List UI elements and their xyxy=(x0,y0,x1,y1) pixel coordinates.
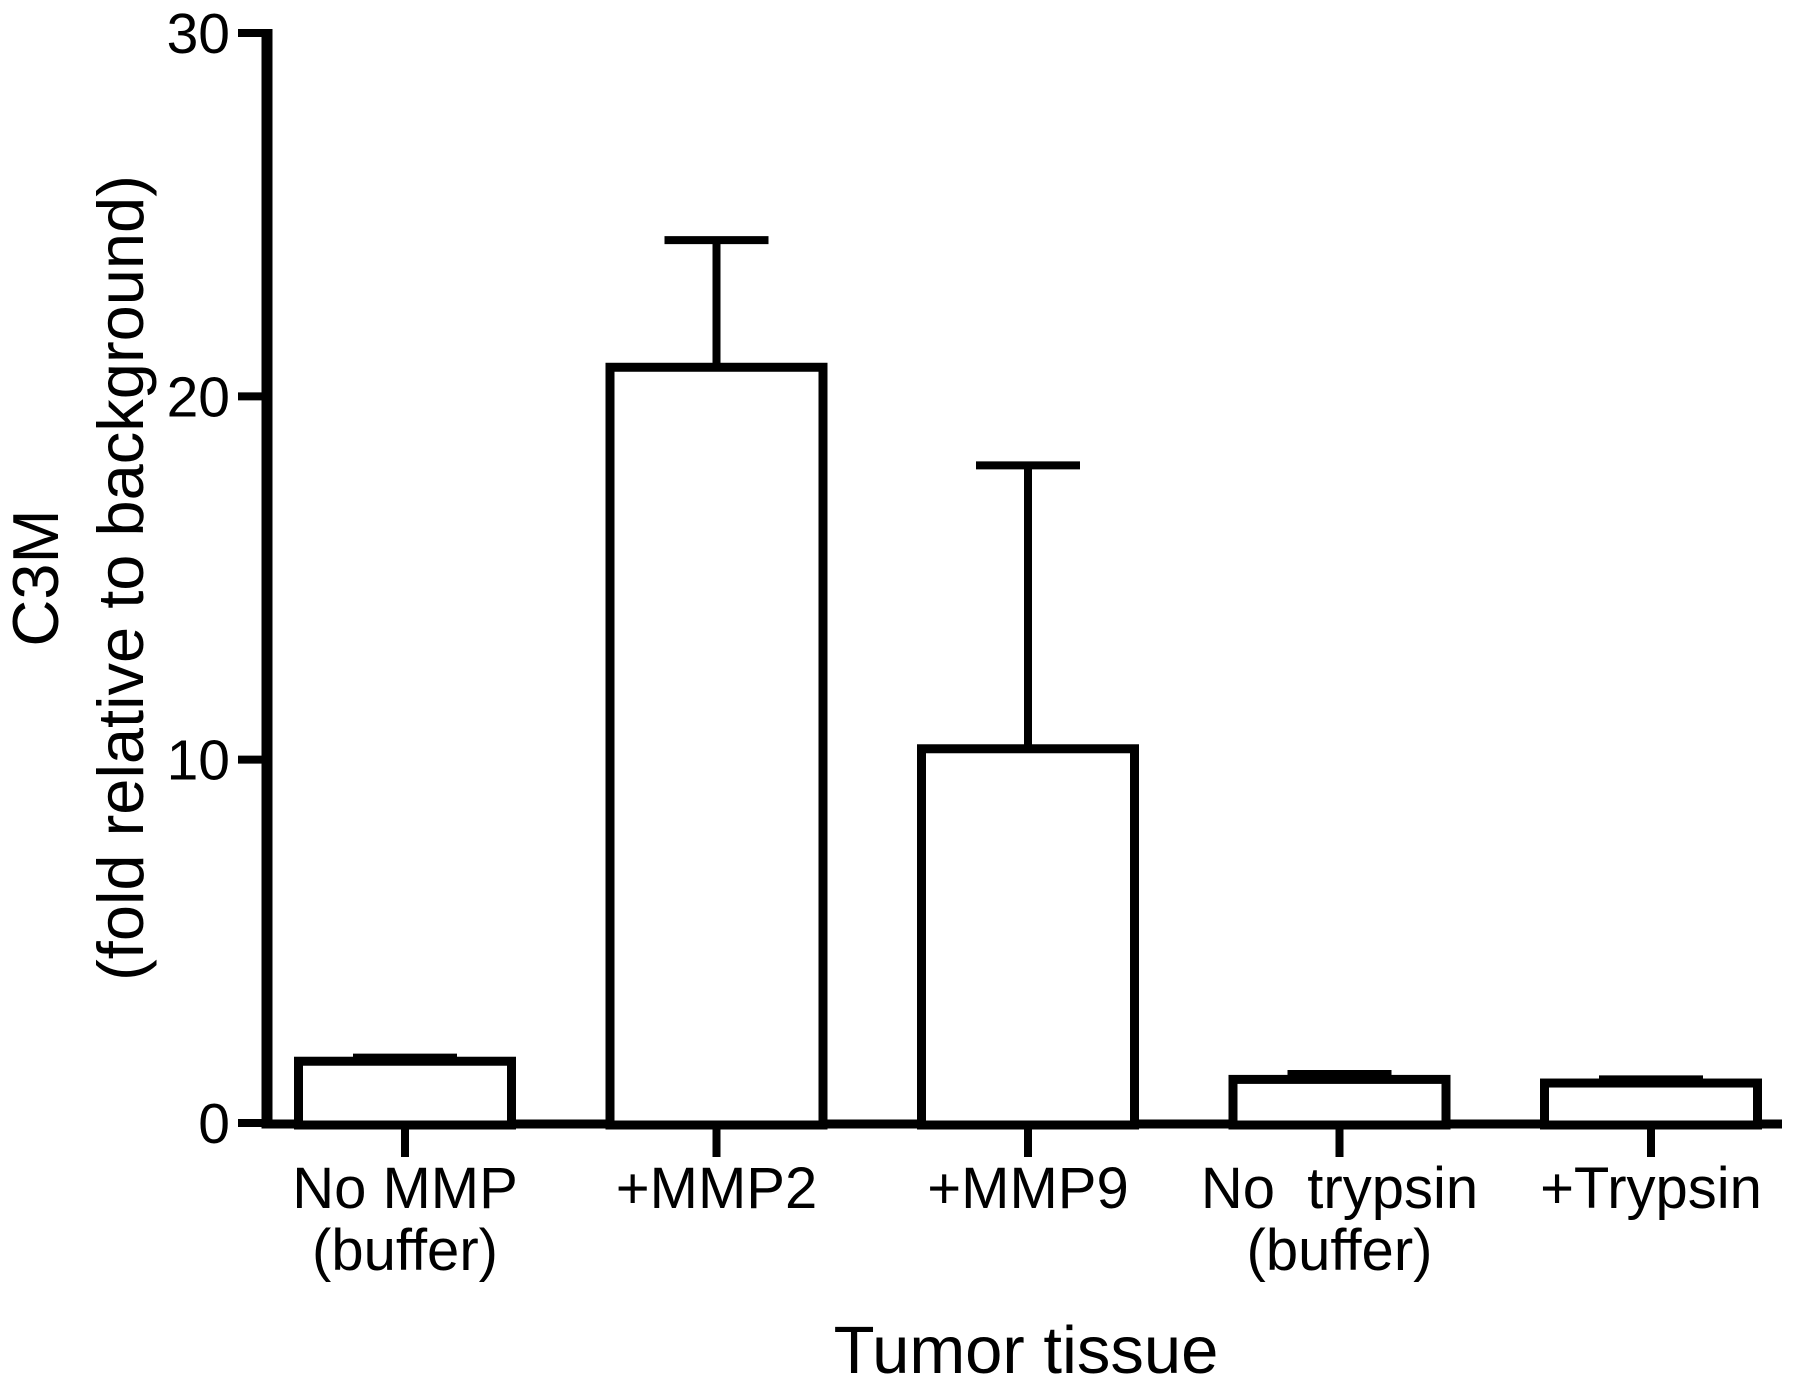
y-tick-label: 0 xyxy=(198,1092,230,1156)
bar xyxy=(605,362,828,1130)
x-category-label: +MMP9 xyxy=(927,1156,1128,1221)
x-category-label: No MMP xyxy=(292,1156,518,1221)
bar xyxy=(917,744,1139,1130)
x-category-label: +MMP2 xyxy=(616,1156,817,1221)
y-tick-label: 30 xyxy=(167,2,230,66)
y-axis-title-line1: C3M xyxy=(0,509,72,646)
x-category-label: (buffer) xyxy=(1247,1218,1433,1283)
x-category-label: (buffer) xyxy=(312,1218,498,1283)
x-category-label: No trypsin xyxy=(1201,1156,1478,1221)
y-tick-label: 10 xyxy=(167,729,230,793)
x-axis-title: Tumor tissue xyxy=(834,1313,1219,1385)
bar xyxy=(1540,1078,1762,1130)
bar xyxy=(294,1056,516,1130)
y-tick-label: 20 xyxy=(167,365,230,429)
y-axis-title-line2: (fold relative to background) xyxy=(84,175,157,981)
bar xyxy=(1228,1074,1451,1130)
x-category-label: +Trypsin xyxy=(1540,1156,1762,1221)
